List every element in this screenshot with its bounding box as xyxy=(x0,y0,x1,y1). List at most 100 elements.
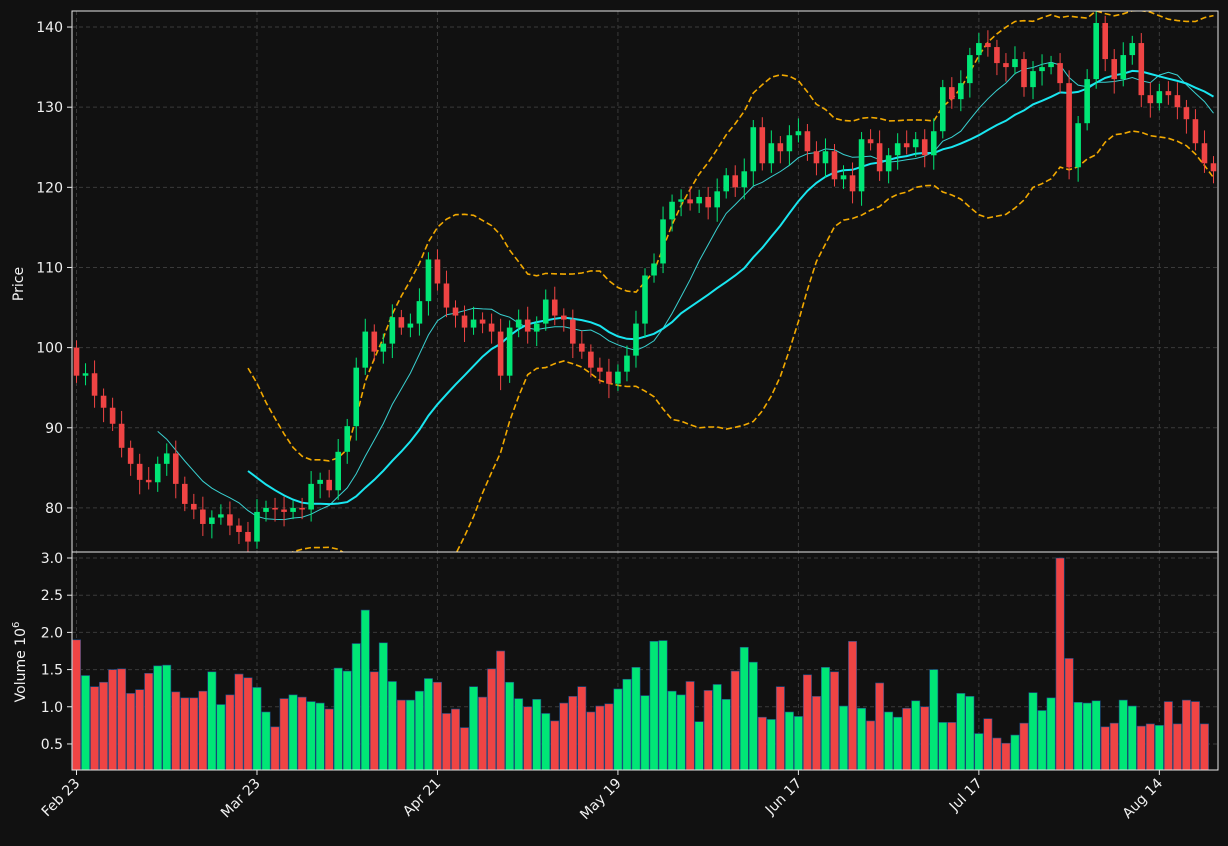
candle-body xyxy=(335,451,341,491)
candle-body xyxy=(705,196,711,208)
volume-bar xyxy=(487,668,497,770)
candle-body xyxy=(768,143,775,164)
candle-body xyxy=(371,331,378,352)
volume-bar xyxy=(162,664,172,770)
candle-body xyxy=(560,315,567,320)
candle-body xyxy=(254,511,260,542)
volume-bar xyxy=(839,705,848,770)
candle-body xyxy=(1021,59,1027,88)
volume-bar xyxy=(315,702,325,770)
candle-body xyxy=(118,423,125,448)
volume-bar xyxy=(730,670,740,770)
candle-body xyxy=(326,479,332,491)
bollinger-band-layer xyxy=(247,11,1215,552)
candle-body xyxy=(425,259,432,302)
candle-body xyxy=(551,299,558,316)
volume-bar xyxy=(1073,702,1083,770)
candle-body xyxy=(398,317,405,328)
volume-bar xyxy=(631,667,641,770)
volume-bar xyxy=(1109,722,1119,770)
candle-body xyxy=(1174,95,1181,108)
volume-bar xyxy=(135,689,145,770)
candle-body xyxy=(651,263,657,276)
candle-body xyxy=(461,315,468,328)
price-tick-label: 140 xyxy=(36,20,63,36)
candle-body xyxy=(985,43,991,48)
bollinger-lower-line xyxy=(290,130,1215,552)
candle-body xyxy=(939,87,946,132)
volume-bar xyxy=(1145,723,1155,770)
candle-body xyxy=(786,135,793,152)
candle-body xyxy=(434,259,441,284)
candle-body xyxy=(209,517,215,524)
candle-body xyxy=(1129,43,1136,56)
volume-tick-label: 1.5 xyxy=(41,663,63,679)
volume-bar xyxy=(721,699,731,770)
candle-body xyxy=(344,426,351,452)
volume-bar xyxy=(766,719,776,770)
candle-body xyxy=(488,323,495,332)
candle-body xyxy=(542,299,549,324)
candle-body xyxy=(1102,23,1109,60)
candle-body xyxy=(1156,91,1163,104)
volume-tick-label: 0.5 xyxy=(41,737,63,753)
bollinger-upper-line xyxy=(247,11,1214,462)
volume-bar xyxy=(306,701,316,770)
volume-bar xyxy=(1118,699,1128,770)
volume-bar xyxy=(360,609,370,770)
volume-bar xyxy=(1064,658,1074,770)
candle-body xyxy=(1030,71,1036,88)
volume-axis-label: Volume 106 xyxy=(11,622,29,703)
volume-bar xyxy=(757,716,767,770)
volume-bar xyxy=(243,677,253,770)
volume-bar xyxy=(658,640,668,770)
candle-body xyxy=(497,331,504,376)
volume-bar xyxy=(992,737,1002,770)
volume-bar xyxy=(1028,692,1038,770)
price-tick-label: 90 xyxy=(45,421,63,437)
volume-bar xyxy=(649,641,659,770)
volume-bar xyxy=(153,665,163,770)
volume-bar xyxy=(676,694,686,770)
candle-body xyxy=(317,479,323,484)
candle-body xyxy=(777,143,784,152)
candle-body xyxy=(606,371,612,384)
volume-bar xyxy=(1019,722,1029,770)
candle-body xyxy=(506,327,513,376)
volume-bar xyxy=(1154,725,1164,770)
candle-body xyxy=(831,151,838,180)
volume-bar xyxy=(1172,723,1182,770)
candle-body xyxy=(642,275,648,324)
moving-average-layer xyxy=(157,61,1214,521)
volume-bar xyxy=(965,696,975,770)
volume-bar xyxy=(703,690,713,770)
candle-body xyxy=(912,139,919,148)
candle-body xyxy=(263,507,269,512)
volume-bar xyxy=(830,671,839,770)
volume-bar xyxy=(144,672,154,770)
candle-body xyxy=(1066,83,1072,168)
price-tick-label: 100 xyxy=(36,341,63,357)
candle-body xyxy=(452,307,459,316)
volume-bar xyxy=(1046,697,1056,770)
candle-body xyxy=(615,371,621,384)
candle-body xyxy=(741,171,748,188)
volume-bar xyxy=(514,698,524,770)
candle-body xyxy=(281,509,287,512)
volume-bar xyxy=(90,686,100,770)
volume-bar xyxy=(848,641,857,770)
volume-bar xyxy=(532,699,542,770)
candle-body xyxy=(714,191,720,208)
volume-bar xyxy=(1001,742,1011,770)
volume-bar xyxy=(793,716,803,770)
volume-bar xyxy=(1190,701,1200,770)
candle-body xyxy=(1183,107,1190,120)
volume-bar xyxy=(802,674,812,770)
candle-body xyxy=(1003,63,1009,68)
candle-body xyxy=(524,319,531,332)
candle-body xyxy=(822,151,829,164)
candle-body xyxy=(172,453,179,484)
candle-layer xyxy=(73,11,1217,552)
price-tick-label: 80 xyxy=(45,501,63,517)
